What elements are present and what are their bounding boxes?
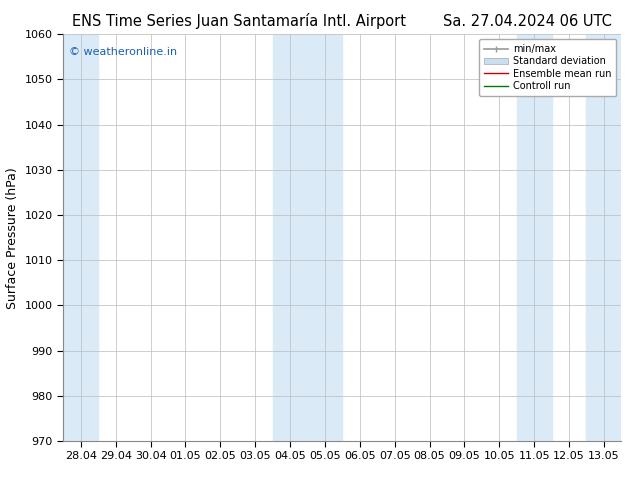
Bar [517, 34, 552, 441]
Bar [586, 34, 621, 441]
Y-axis label: Surface Pressure (hPa): Surface Pressure (hPa) [6, 167, 19, 309]
Text: © weatheronline.in: © weatheronline.in [69, 47, 177, 56]
Legend: min/max, Standard deviation, Ensemble mean run, Controll run: min/max, Standard deviation, Ensemble me… [479, 39, 616, 96]
Title: ENS Time Series Juan Santamaría Intl. Airport        Sa. 27.04.2024 06 UTC: ENS Time Series Juan Santamaría Intl. Ai… [72, 13, 612, 29]
Bar [63, 34, 98, 441]
Bar [273, 34, 342, 441]
